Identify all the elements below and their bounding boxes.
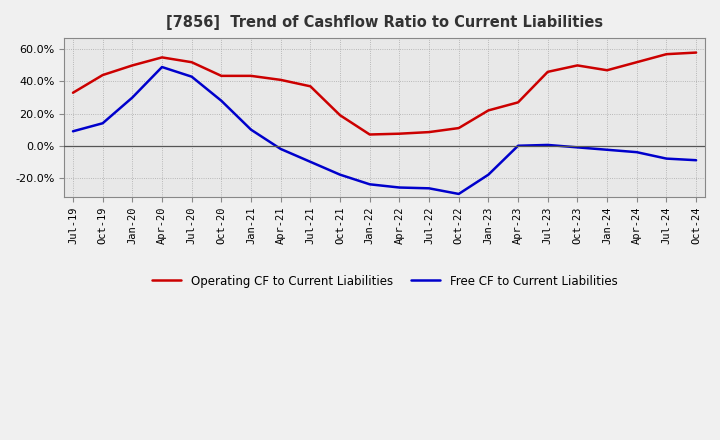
Operating CF to Current Liabilities [662,51,671,57]
Free CF to Current Liabilities [247,127,256,132]
Operating CF to Current Liabilities [247,73,256,78]
Free CF to Current Liabilities [187,74,196,79]
Free CF to Current Liabilities [454,191,463,197]
Free CF to Current Liabilities [276,147,285,152]
Operating CF to Current Liabilities [128,63,137,68]
Free CF to Current Liabilities [603,147,611,152]
Operating CF to Current Liabilities [454,125,463,131]
Operating CF to Current Liabilities [158,55,166,60]
Free CF to Current Liabilities [395,185,404,190]
Operating CF to Current Liabilities [632,59,641,65]
Free CF to Current Liabilities [306,159,315,165]
Operating CF to Current Liabilities [395,131,404,136]
Operating CF to Current Liabilities [217,73,225,78]
Free CF to Current Liabilities [336,172,344,177]
Operating CF to Current Liabilities [484,108,492,113]
Operating CF to Current Liabilities [692,50,701,55]
Free CF to Current Liabilities [544,142,552,147]
Operating CF to Current Liabilities [68,90,77,95]
Free CF to Current Liabilities [128,95,137,100]
Free CF to Current Liabilities [573,145,582,150]
Operating CF to Current Liabilities [276,77,285,83]
Operating CF to Current Liabilities [187,59,196,65]
Free CF to Current Liabilities [662,156,671,161]
Free CF to Current Liabilities [68,128,77,134]
Free CF to Current Liabilities [484,172,492,177]
Line: Operating CF to Current Liabilities: Operating CF to Current Liabilities [73,52,696,135]
Operating CF to Current Liabilities [306,84,315,89]
Free CF to Current Liabilities [217,98,225,103]
Operating CF to Current Liabilities [573,63,582,68]
Operating CF to Current Liabilities [365,132,374,137]
Legend: Operating CF to Current Liabilities, Free CF to Current Liabilities: Operating CF to Current Liabilities, Fre… [147,270,622,292]
Operating CF to Current Liabilities [99,73,107,78]
Free CF to Current Liabilities [365,182,374,187]
Free CF to Current Liabilities [99,121,107,126]
Operating CF to Current Liabilities [336,113,344,118]
Free CF to Current Liabilities [692,158,701,163]
Free CF to Current Liabilities [632,150,641,155]
Free CF to Current Liabilities [425,186,433,191]
Free CF to Current Liabilities [514,143,523,148]
Operating CF to Current Liabilities [544,69,552,74]
Title: [7856]  Trend of Cashflow Ratio to Current Liabilities: [7856] Trend of Cashflow Ratio to Curren… [166,15,603,30]
Line: Free CF to Current Liabilities: Free CF to Current Liabilities [73,67,696,194]
Free CF to Current Liabilities [158,64,166,70]
Operating CF to Current Liabilities [425,129,433,135]
Operating CF to Current Liabilities [603,68,611,73]
Operating CF to Current Liabilities [514,100,523,105]
